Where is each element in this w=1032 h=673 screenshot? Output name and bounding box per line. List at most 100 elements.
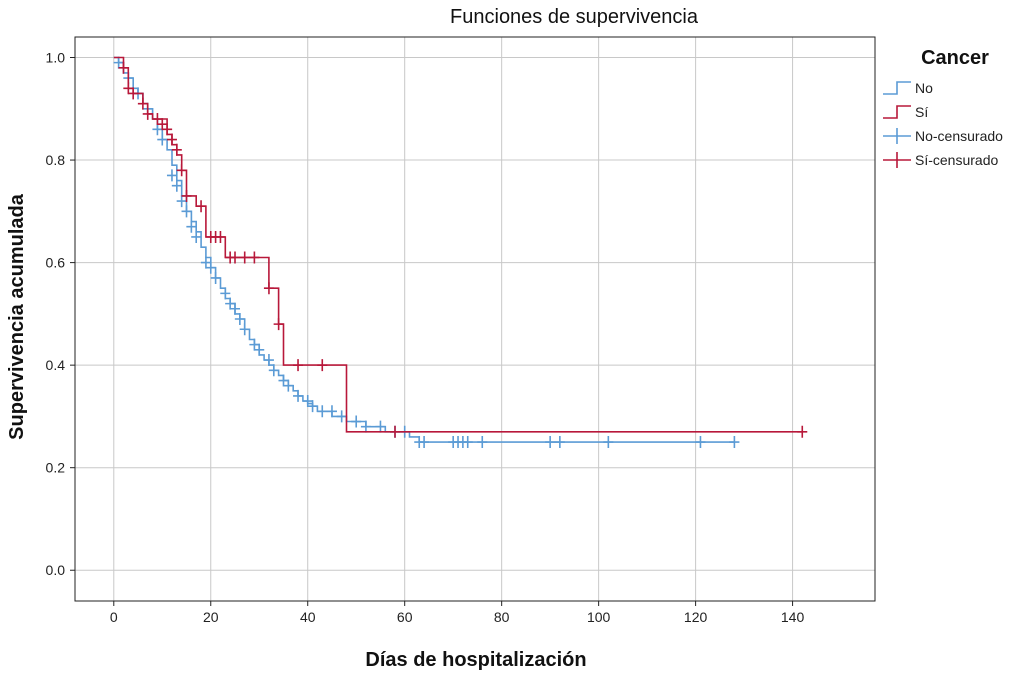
plot-frame: [74, 36, 876, 602]
censor-mark-si: [118, 61, 129, 74]
legend-label: Sí-censurado: [915, 152, 998, 168]
censor-mark-no: [317, 405, 328, 418]
legend-line-swatch: [883, 81, 911, 95]
censor-mark-si: [273, 318, 284, 331]
y-tick-label: 0.0: [46, 562, 66, 578]
x-axis: 0 20 40 60 80 100 120 140: [110, 601, 805, 625]
censor-mark-no: [191, 230, 202, 243]
censor-mark-si: [137, 97, 148, 110]
censor-mark-no: [225, 297, 236, 310]
censor-mark-no: [249, 338, 260, 351]
censor-mark-no: [462, 436, 473, 449]
survival-step-line-si: [113, 56, 803, 433]
censor-mark-no: [171, 179, 182, 192]
censor-mark-no: [729, 436, 740, 449]
y-tick-label: 0.8: [46, 152, 66, 168]
censor-mark-no: [695, 436, 706, 449]
censor-mark-no: [254, 343, 265, 356]
censor-mark-si: [123, 82, 134, 95]
censor-mark-no: [293, 389, 304, 402]
censor-mark-no: [181, 205, 192, 218]
censor-mark-no: [326, 405, 337, 418]
y-axis-title: Supervivencia acumulada: [6, 193, 28, 440]
legend-label: Sí: [915, 104, 928, 120]
censor-mark-si: [263, 282, 274, 295]
censor-mark-si: [142, 107, 153, 120]
censor-mark-no: [545, 436, 556, 449]
legend-censor-swatch: [883, 128, 911, 144]
censor-mark-si: [293, 359, 304, 372]
censor-mark-si: [249, 251, 260, 264]
censor-mark-si: [157, 118, 168, 131]
legend-title: Cancer: [921, 47, 989, 69]
x-tick-label: 100: [587, 609, 611, 625]
legend-censor-swatch: [883, 152, 911, 168]
y-tick-label: 0.6: [46, 255, 66, 271]
censor-mark-si: [196, 200, 207, 213]
censor-mark-si: [128, 87, 139, 100]
censor-mark-no: [375, 420, 386, 433]
censor-mark-no: [263, 354, 274, 367]
censor-mark-no: [419, 436, 430, 449]
censor-mark-no: [554, 436, 565, 449]
censor-mark-no: [239, 323, 250, 336]
censor-mark-si: [215, 230, 226, 243]
censor-mark-si: [317, 359, 328, 372]
y-tick-label: 0.4: [46, 357, 66, 373]
censor-mark-no: [477, 436, 488, 449]
censor-mark-si: [797, 425, 808, 438]
legend-label: No-censurado: [915, 128, 1003, 144]
legend-entry: No-censurado: [883, 128, 1003, 144]
censor-mark-no: [603, 436, 614, 449]
censor-mark-no: [220, 287, 231, 300]
censor-mark-si: [162, 123, 173, 136]
censor-mark-no: [360, 420, 371, 433]
censor-mark-no: [268, 364, 279, 377]
censor-mark-no: [210, 271, 221, 284]
x-tick-label: 140: [781, 609, 805, 625]
gridlines: [75, 37, 875, 601]
censor-mark-no: [307, 400, 318, 413]
series-si: [113, 56, 808, 438]
censor-mark-si: [239, 251, 250, 264]
x-tick-label: 20: [203, 609, 219, 625]
legend-label: No: [915, 80, 933, 96]
censor-mark-no: [283, 379, 294, 392]
censor-mark-no: [152, 123, 163, 136]
y-tick-label: 1.0: [46, 50, 66, 66]
legend-entry: Sí: [883, 104, 928, 120]
series-group: [113, 56, 808, 449]
censor-mark-no: [166, 169, 177, 182]
censor-mark-si: [390, 425, 400, 438]
censor-mark-no: [234, 313, 245, 325]
censor-mark-no: [302, 395, 313, 408]
censor-mark-no: [157, 133, 168, 146]
legend-entry: Sí-censurado: [883, 152, 998, 168]
y-tick-label: 0.2: [46, 460, 66, 476]
legend-entry: No: [883, 80, 933, 96]
censor-mark-no: [230, 302, 240, 315]
series-no: [113, 56, 740, 449]
censor-mark-si: [171, 143, 182, 156]
censor-mark-si: [176, 164, 187, 177]
censor-mark-si: [230, 251, 240, 264]
censor-mark-si: [166, 133, 177, 146]
censor-mark-no: [186, 220, 197, 233]
x-tick-label: 60: [397, 609, 413, 625]
legend-line-swatch: [883, 105, 911, 119]
censor-mark-no: [336, 410, 347, 423]
x-tick-label: 80: [494, 609, 510, 625]
y-axis: 0.0 0.2 0.4 0.6 0.8 1.0: [46, 50, 75, 578]
censor-mark-no: [278, 374, 289, 387]
chart-title: Funciones de supervivencia: [450, 6, 699, 28]
censor-mark-no: [176, 195, 187, 208]
censor-mark-no: [351, 415, 362, 428]
censor-mark-no: [113, 56, 124, 69]
x-axis-title: Días de hospitalización: [365, 649, 586, 671]
legend: Cancer No Sí No-censurado Sí-censurado: [883, 47, 1003, 168]
censor-mark-no: [200, 256, 211, 269]
censor-mark-no: [205, 261, 216, 274]
x-tick-label: 40: [300, 609, 316, 625]
censor-mark-si: [181, 189, 192, 202]
